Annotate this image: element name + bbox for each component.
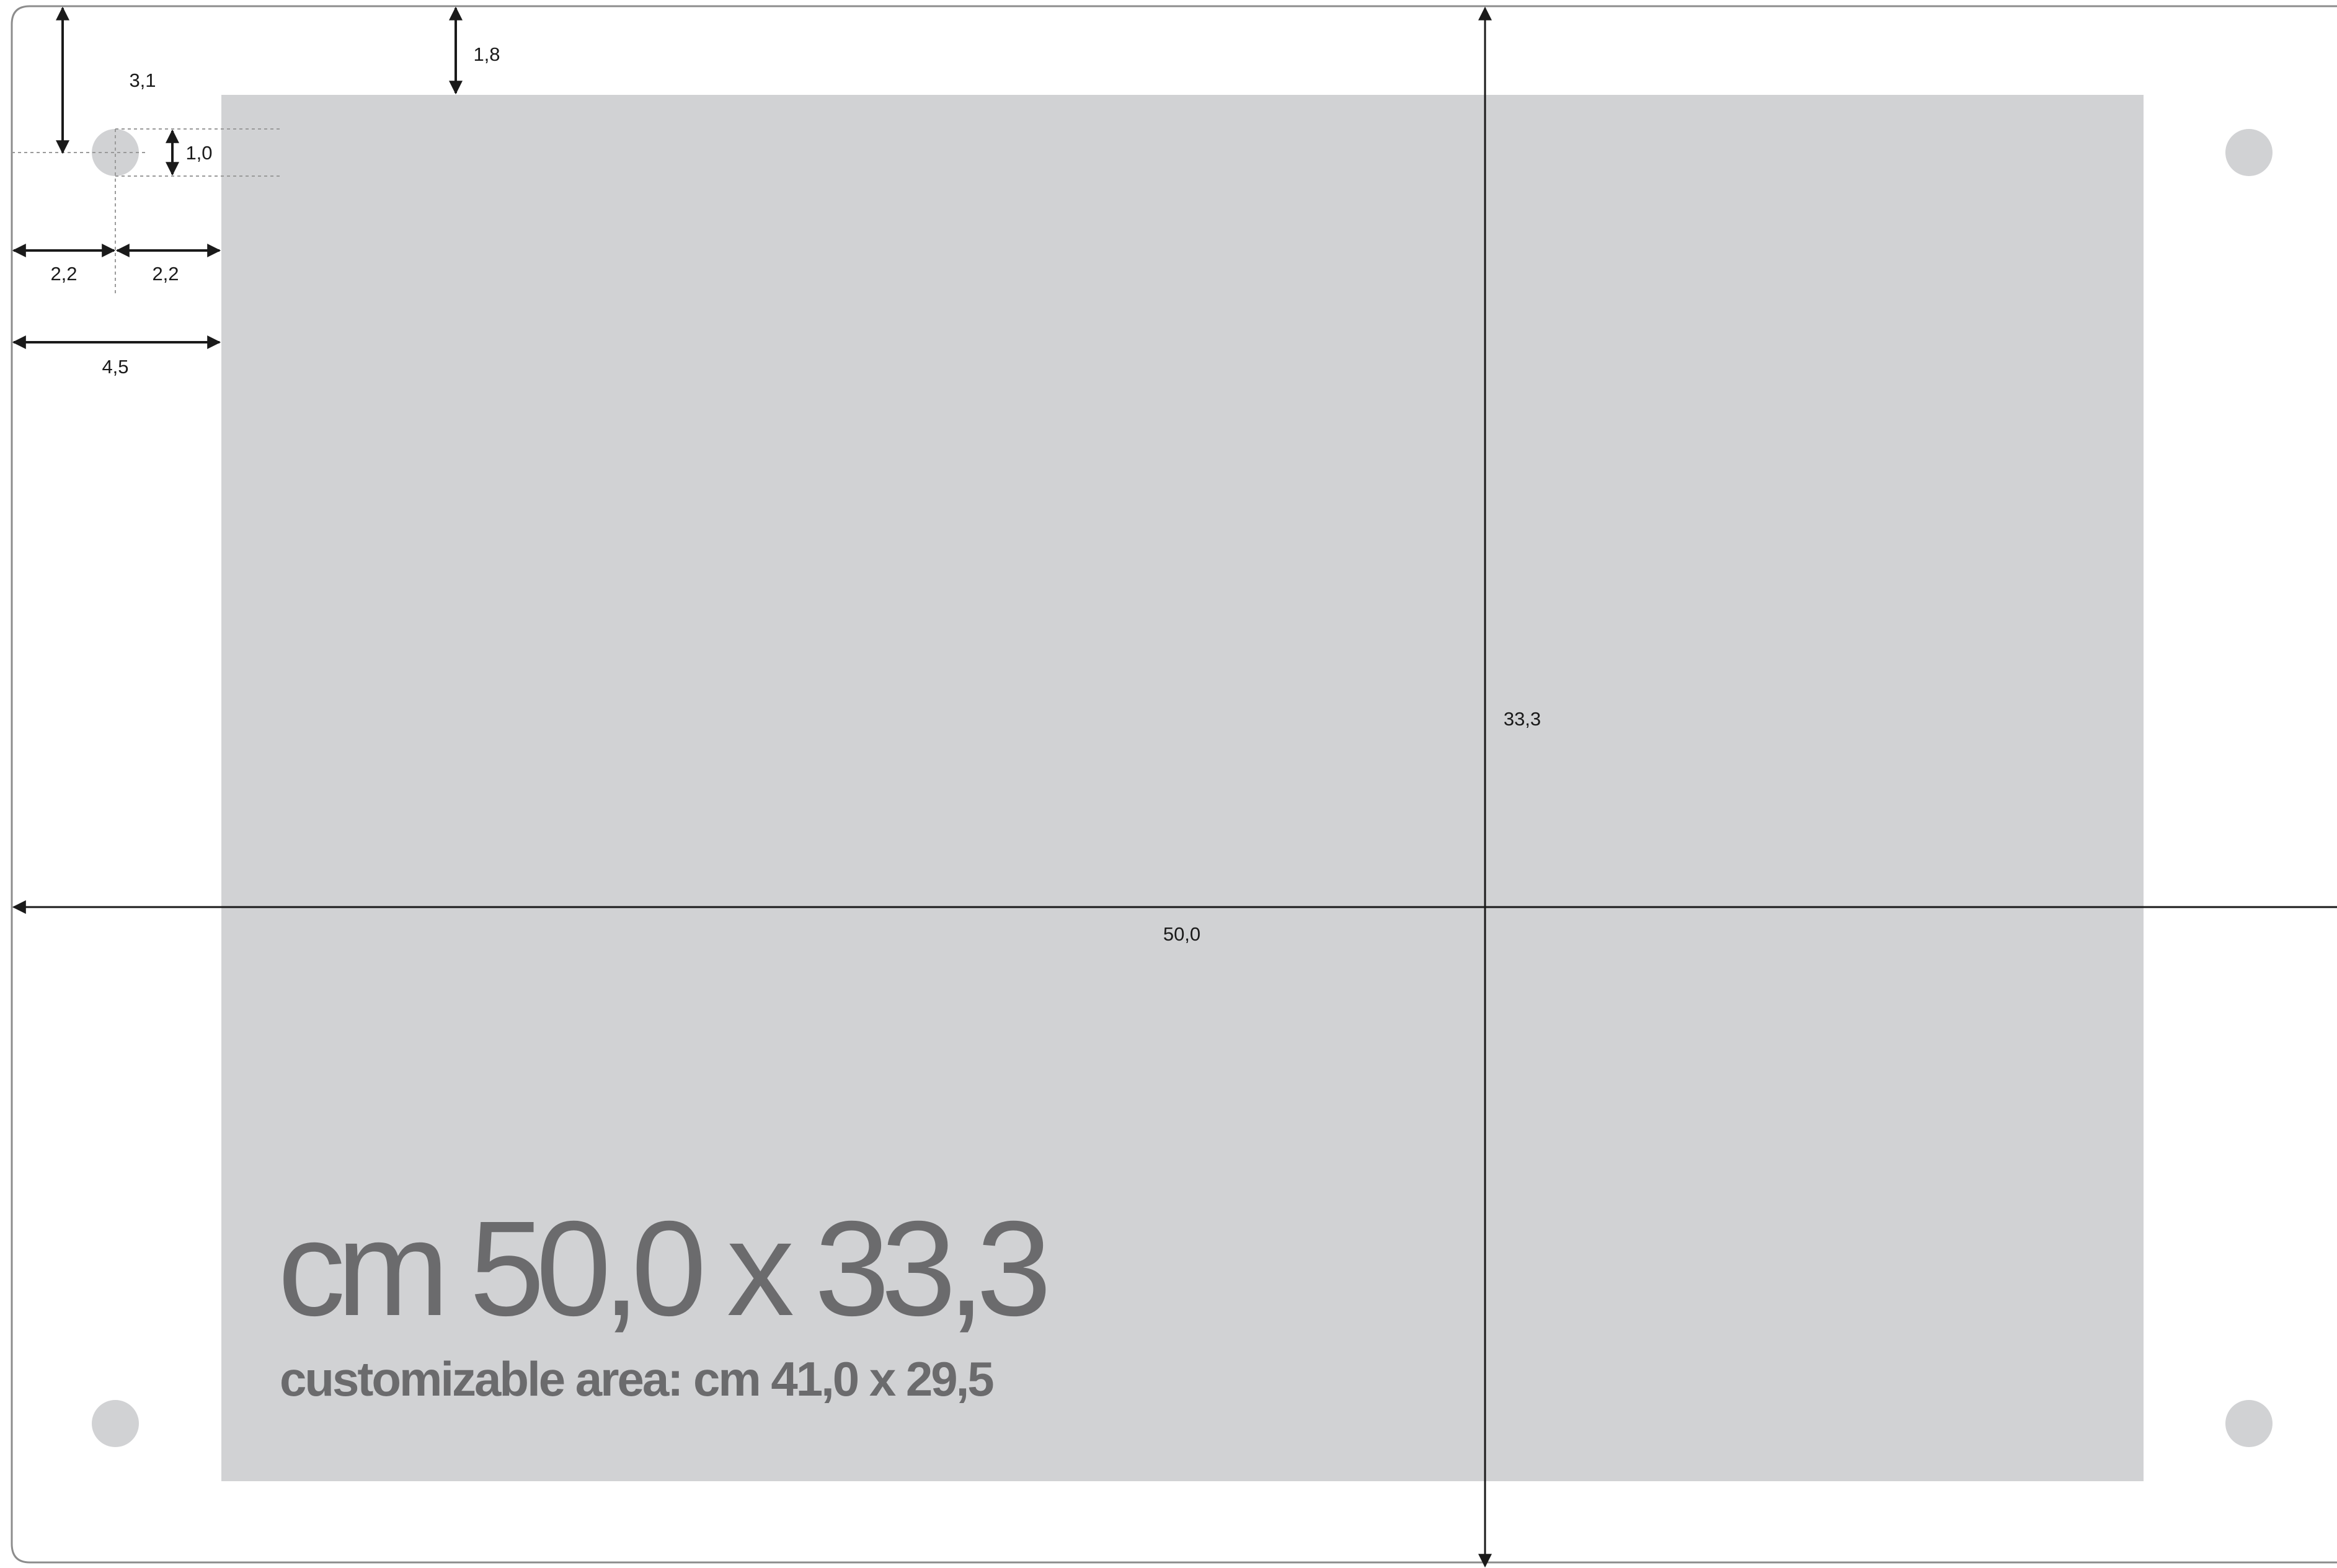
mounting-hole-top-left xyxy=(92,129,139,176)
label-hole-from-top: 3,1 xyxy=(129,69,156,91)
label-total-height: 33,3 xyxy=(1504,708,1541,730)
label-side-margin: 4,5 xyxy=(102,356,128,378)
hole-guide-lines xyxy=(12,128,280,295)
label-hole-diameter: 1,0 xyxy=(185,142,212,164)
mounting-hole-top-right xyxy=(2225,129,2273,176)
label-top-margin: 1,8 xyxy=(473,43,500,65)
label-hole-to-area: 2,2 xyxy=(152,263,179,285)
label-total-width: 50,0 xyxy=(1163,923,1200,945)
customizable-area-subtitle: customizable area: cm 41,0 x 29,5 xyxy=(280,1352,993,1406)
plate-size-title: cm 50,0 x 33,3 xyxy=(278,1194,1046,1344)
customizable-area xyxy=(221,95,2144,1481)
mounting-hole-bottom-right xyxy=(2225,1400,2273,1447)
label-hole-from-left: 2,2 xyxy=(50,263,77,285)
mounting-hole-bottom-left xyxy=(92,1400,139,1447)
